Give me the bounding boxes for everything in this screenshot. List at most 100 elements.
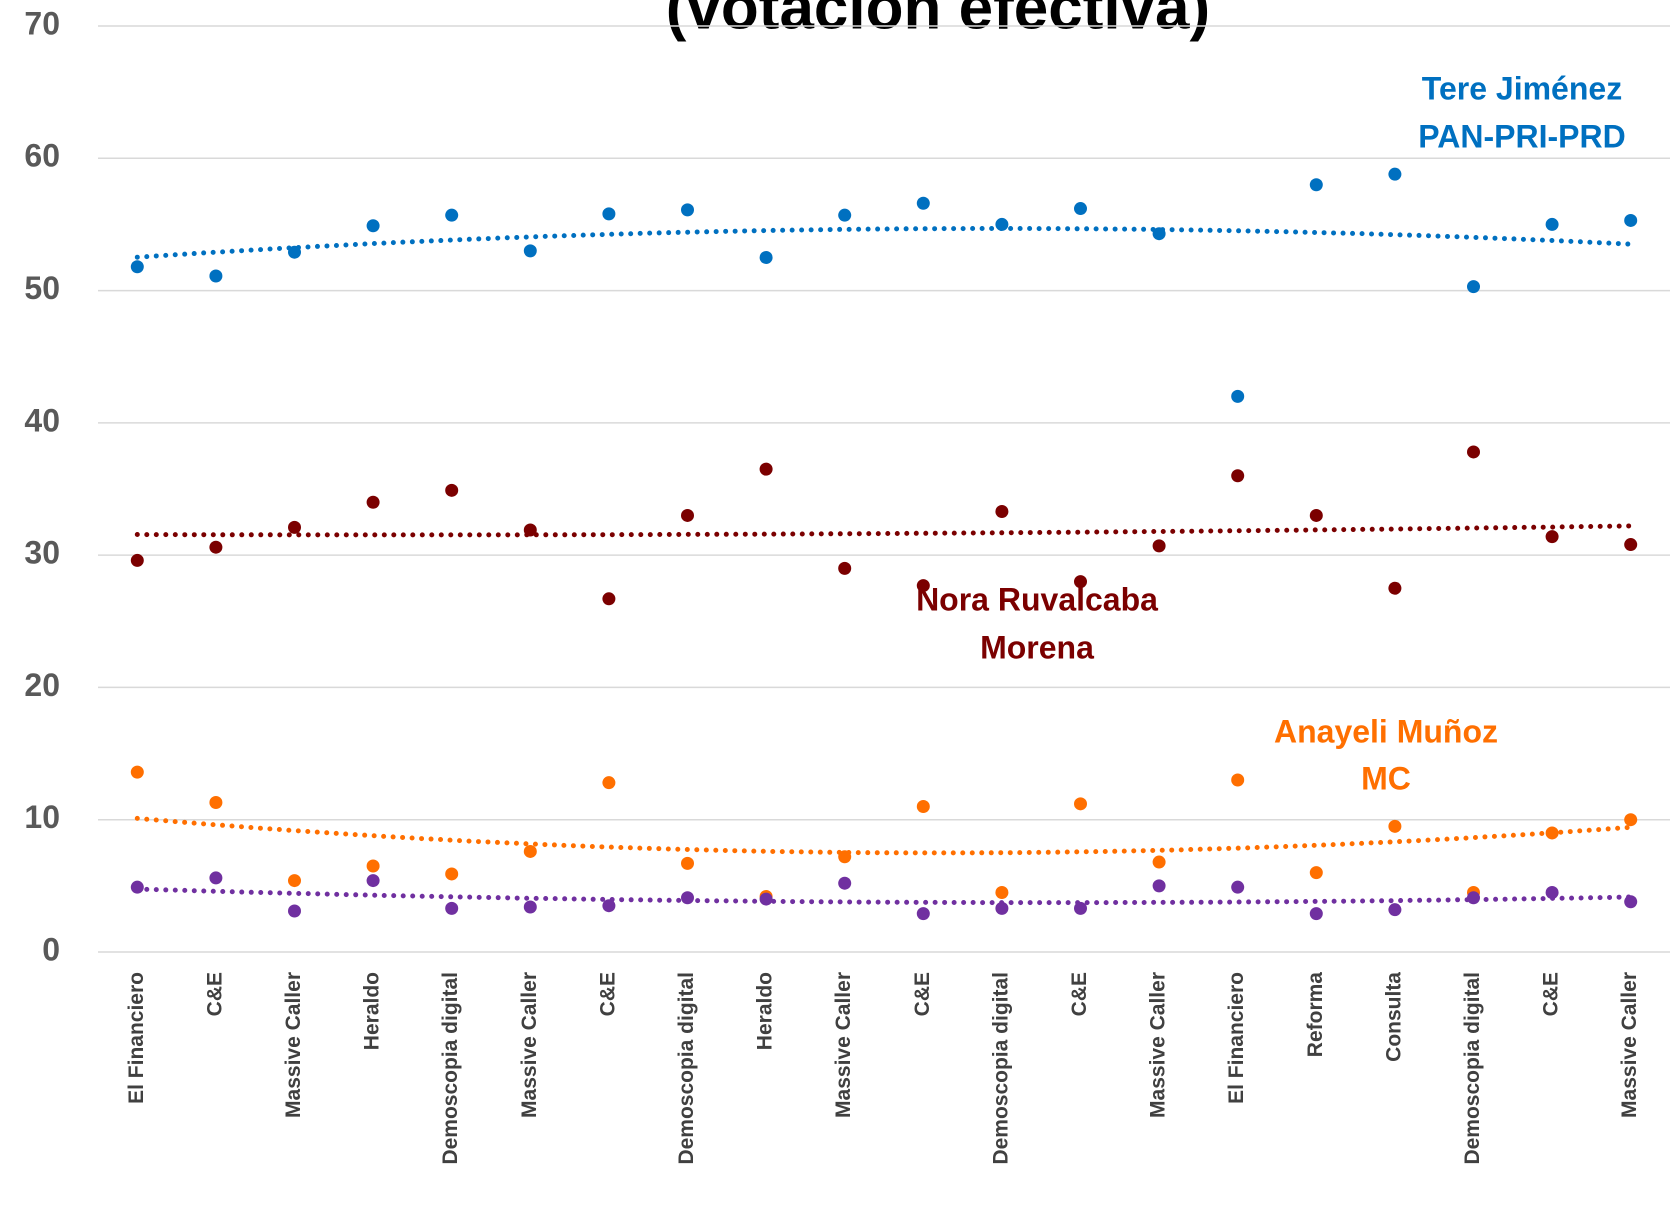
- y-tick-label: 0: [42, 931, 60, 967]
- x-tick-label: Heraldo: [754, 972, 777, 1050]
- x-tick-label: Massive Caller: [1618, 972, 1641, 1118]
- point: [288, 874, 301, 888]
- point: [1231, 880, 1245, 894]
- point: [1624, 895, 1638, 909]
- point: [1231, 469, 1245, 483]
- trendline: [134, 523, 1634, 538]
- point: [1624, 213, 1638, 227]
- series-label: MC: [1361, 760, 1411, 796]
- point: [209, 540, 223, 554]
- point: [1152, 879, 1166, 893]
- x-tick-label: Demoscopia digital: [1461, 972, 1484, 1165]
- point: [1624, 813, 1638, 827]
- series-label: Morena: [980, 629, 1094, 665]
- point: [1309, 907, 1323, 921]
- point: [1231, 773, 1245, 787]
- point: [1388, 819, 1402, 833]
- trendline: [134, 886, 1634, 906]
- point: [130, 765, 144, 779]
- point: [445, 867, 459, 881]
- point: [209, 269, 223, 283]
- point: [995, 217, 1009, 231]
- x-tick-label: Demoscopia digital: [439, 972, 462, 1165]
- point: [681, 203, 694, 217]
- trendline: [134, 226, 1634, 260]
- point: [1074, 202, 1087, 216]
- point: [759, 251, 773, 264]
- y-tick-label: 70: [24, 5, 60, 41]
- point: [1152, 855, 1166, 869]
- point: [366, 874, 380, 888]
- point: [838, 850, 852, 864]
- point: [366, 219, 380, 233]
- point: [130, 880, 144, 894]
- point: [916, 579, 930, 593]
- point: [995, 885, 1009, 899]
- point: [681, 856, 694, 870]
- series-label: Anayeli Muñoz: [1274, 713, 1498, 749]
- point: [1545, 885, 1559, 899]
- point: [1074, 797, 1087, 811]
- point: [209, 871, 223, 885]
- x-tick-label: C&E: [203, 972, 226, 1016]
- point: [1545, 826, 1559, 840]
- point: [602, 776, 616, 790]
- point: [1074, 575, 1087, 589]
- point: [1074, 901, 1087, 915]
- point: [838, 208, 852, 222]
- point: [288, 245, 301, 259]
- x-tick-label: C&E: [1540, 972, 1563, 1016]
- point: [916, 799, 930, 813]
- point: [209, 796, 223, 810]
- point: [838, 876, 852, 890]
- point: [1545, 217, 1559, 231]
- y-tick-label: 40: [24, 402, 60, 438]
- point: [445, 208, 459, 222]
- x-tick-label: C&E: [911, 972, 934, 1016]
- chart-title: (votación efectiva): [666, 0, 1210, 42]
- x-tick-label: El Financiero: [125, 972, 148, 1104]
- x-tick-label: Consulta: [1382, 972, 1405, 1062]
- x-tick-label: C&E: [1068, 972, 1091, 1016]
- point: [1309, 508, 1323, 522]
- point: [681, 891, 694, 905]
- trendline: [134, 815, 1634, 856]
- point: [1152, 539, 1166, 553]
- point: [1231, 389, 1245, 403]
- point: [445, 901, 459, 915]
- point: [523, 244, 537, 258]
- point: [602, 207, 616, 221]
- point: [523, 900, 537, 914]
- point: [1467, 445, 1480, 459]
- point: [523, 523, 537, 537]
- x-tick-label: Demoscopia digital: [989, 972, 1012, 1165]
- point: [366, 859, 380, 873]
- y-tick-label: 20: [24, 667, 60, 703]
- y-tick-label: 10: [24, 799, 60, 835]
- point: [838, 561, 852, 575]
- point: [759, 892, 773, 906]
- x-tick-label: Massive Caller: [282, 972, 305, 1118]
- point: [681, 508, 694, 522]
- x-tick-label: Massive Caller: [518, 972, 541, 1118]
- series-label: PAN-PRI-PRD: [1418, 118, 1625, 154]
- point: [602, 592, 616, 606]
- point: [602, 899, 616, 913]
- point: [1624, 538, 1638, 552]
- point: [288, 520, 301, 534]
- series-label: Nora Ruvalcaba: [916, 581, 1158, 617]
- point: [366, 495, 380, 509]
- y-tick-label: 50: [24, 270, 60, 306]
- point: [1545, 530, 1559, 544]
- x-tick-label: Heraldo: [361, 972, 384, 1050]
- point: [995, 901, 1009, 915]
- point: [1152, 227, 1166, 241]
- point: [523, 844, 537, 858]
- point: [130, 260, 144, 274]
- y-tick-label: 30: [24, 535, 60, 571]
- y-tick-label: 60: [24, 138, 60, 174]
- point: [288, 904, 301, 918]
- x-tick-label: C&E: [596, 972, 619, 1016]
- point: [130, 553, 144, 567]
